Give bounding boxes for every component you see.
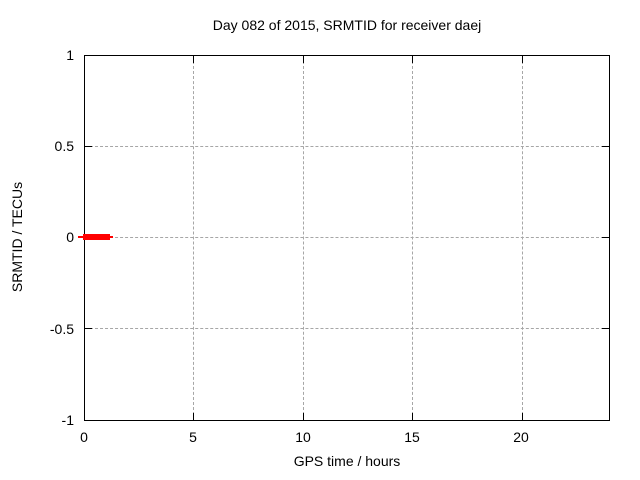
tick-top-20: [522, 56, 523, 63]
y-tick-label-0: 0: [66, 229, 74, 245]
x-tick-label-15: 15: [404, 429, 420, 445]
gridline-y--0.5: [85, 328, 609, 329]
gridline-x-15: [412, 56, 413, 420]
tick-bottom-15: [412, 413, 413, 420]
data-series-segment: [83, 234, 110, 240]
gridline-x-20: [522, 56, 523, 420]
tick-top-5: [193, 56, 194, 63]
y-tick-label-0.5: 0.5: [54, 138, 74, 154]
y-tick-label--0.5: -0.5: [49, 321, 74, 337]
x-tick-label-10: 10: [295, 429, 311, 445]
tick-bottom-10: [303, 413, 304, 420]
tick-left-0.5: [85, 146, 92, 147]
y-tick-label-1: 1: [66, 47, 74, 63]
x-tick-label-20: 20: [513, 429, 529, 445]
gridline-x-5: [193, 56, 194, 420]
plot-area: [78, 55, 610, 421]
x-tick-label-0: 0: [80, 429, 88, 445]
gridline-y-0: [85, 237, 609, 238]
tick-bottom-5: [193, 413, 194, 420]
tick-right-0.5: [602, 146, 609, 147]
tick-right-0: [602, 237, 609, 238]
x-tick-label-5: 5: [189, 429, 197, 445]
x-axis-title: GPS time / hours: [293, 453, 401, 469]
tick-top-10: [303, 56, 304, 63]
tick-right--0.5: [602, 328, 609, 329]
y-tick-label--1: -1: [61, 412, 74, 428]
tick-bottom-20: [522, 413, 523, 420]
gridline-y-0.5: [85, 146, 609, 147]
tick-left--0.5: [85, 328, 92, 329]
gridline-x-10: [303, 56, 304, 420]
tick-top-15: [412, 56, 413, 63]
chart-title: Day 082 of 2015, SRMTID for receiver dae…: [212, 17, 482, 33]
